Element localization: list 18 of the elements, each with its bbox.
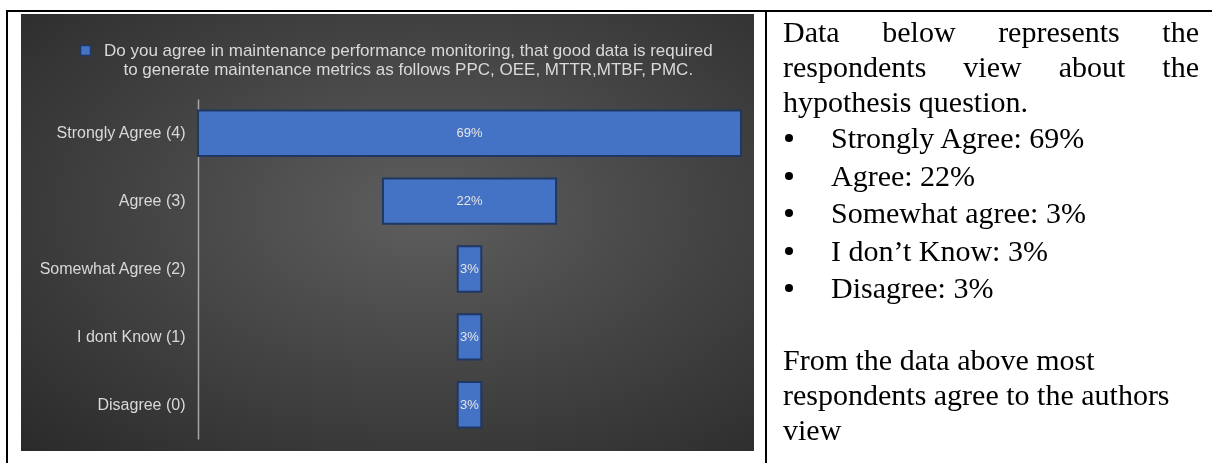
- data-label: 3%: [460, 261, 480, 276]
- data-label: 69%: [456, 125, 483, 141]
- text: Agree: 22%: [831, 158, 976, 192]
- text: Strongly Agree: 69%: [831, 121, 1085, 154]
- legend-label: Do you agree in maintenance performance monitoring, that good data is required to generate maintenance metrics as follows PPC, OEE, MTTR,MTBF, PMC.: [104, 40, 713, 79]
- text: Data below represents the respondents view about the hypothesis question.: [783, 14, 1199, 119]
- category-label: Agree (3): [118, 192, 186, 210]
- category-label: Disagree (0): [97, 395, 186, 413]
- text: From the data above most respondents agree to the authors view: [783, 341, 1171, 447]
- text: I don’t Know: 3%: [831, 233, 1048, 267]
- text: Somewhat agree: 3%: [831, 196, 1086, 229]
- data-label: 3%: [460, 396, 480, 412]
- data-label: 22%: [456, 193, 483, 209]
- category-label: I dont Know (1): [77, 327, 186, 345]
- category-label: Somewhat Agree (2): [39, 260, 186, 277]
- category-label: Strongly Agree (4): [56, 124, 186, 142]
- data-label: 3%: [460, 328, 480, 344]
- text: Disagree: 3%: [831, 271, 994, 304]
